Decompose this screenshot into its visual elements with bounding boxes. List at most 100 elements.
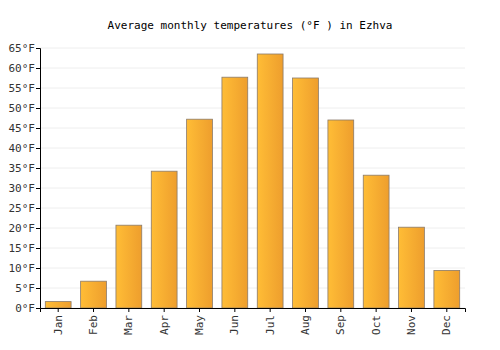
x-tick: Apr bbox=[158, 308, 171, 335]
y-tick-mark bbox=[36, 188, 40, 189]
x-tick-label: Aug bbox=[299, 315, 312, 335]
y-tick-mark bbox=[36, 168, 40, 169]
y-tick-label: 35°F bbox=[9, 162, 36, 175]
y-tick-label: 25°F bbox=[9, 202, 36, 215]
x-tick-label: Dec bbox=[440, 315, 453, 335]
y-tick: 65°F bbox=[9, 42, 41, 55]
x-tick: Feb bbox=[87, 308, 100, 335]
bar bbox=[328, 120, 354, 308]
y-tick-label: 0°F bbox=[15, 302, 35, 315]
y-tick-label: 10°F bbox=[9, 262, 36, 275]
y-tick-mark bbox=[36, 108, 40, 109]
y-tick: 35°F bbox=[9, 162, 41, 175]
bar bbox=[151, 171, 177, 308]
x-axis: Jan Feb Mar Apr May Jun Jul Aug Sep Oct Nov Dec bbox=[41, 308, 466, 335]
y-tick-label: 30°F bbox=[9, 182, 36, 195]
grid-line bbox=[40, 148, 465, 149]
y-tick-label: 65°F bbox=[9, 42, 36, 55]
bar bbox=[116, 225, 142, 308]
x-tick: Sep bbox=[334, 308, 347, 335]
grid-line bbox=[40, 168, 465, 169]
y-tick-label: 50°F bbox=[9, 102, 36, 115]
x-tick-label: Oct bbox=[370, 315, 383, 335]
y-tick: 15°F bbox=[9, 242, 41, 255]
bar bbox=[434, 270, 460, 308]
y-tick-mark bbox=[36, 268, 40, 269]
y-tick-mark bbox=[36, 48, 40, 49]
title: Average monthly temperatures (°F ) in Ez… bbox=[108, 19, 393, 32]
y-tick-mark bbox=[36, 128, 40, 129]
grid-line bbox=[40, 48, 465, 49]
x-tick-mark bbox=[164, 308, 165, 312]
bar bbox=[222, 77, 248, 308]
bar bbox=[293, 78, 319, 308]
x-tick-label: May bbox=[193, 315, 206, 335]
y-tick-mark bbox=[36, 88, 40, 89]
y-tick-mark bbox=[36, 148, 40, 149]
x-tick-mark bbox=[305, 308, 306, 312]
y-tick: 30°F bbox=[9, 182, 41, 195]
y-tick: 0°F bbox=[15, 302, 40, 315]
x-tick: Nov bbox=[405, 308, 418, 335]
x-tick-label: Sep bbox=[334, 315, 347, 335]
x-tick: Dec bbox=[440, 308, 453, 335]
grid-line bbox=[40, 88, 465, 89]
x-tick: Aug bbox=[299, 308, 312, 335]
x-axis-line bbox=[41, 309, 466, 313]
y-tick-mark bbox=[36, 248, 40, 249]
bar bbox=[399, 227, 425, 308]
grid-line bbox=[40, 108, 465, 109]
y-tick-mark bbox=[36, 288, 40, 289]
y-tick: 25°F bbox=[9, 202, 41, 215]
x-tick: Jan bbox=[52, 308, 65, 335]
bar bbox=[257, 54, 283, 308]
y-tick: 10°F bbox=[9, 262, 41, 275]
x-tick: Jun bbox=[228, 308, 241, 335]
y-tick-label: 45°F bbox=[9, 122, 36, 135]
y-tick-mark bbox=[36, 208, 40, 209]
x-tick-mark bbox=[411, 308, 412, 312]
y-tick: 20°F bbox=[9, 222, 41, 235]
y-tick-label: 5°F bbox=[15, 282, 35, 295]
x-tick-mark bbox=[199, 308, 200, 312]
x-tick-mark bbox=[128, 308, 129, 312]
x-tick: Oct bbox=[370, 308, 383, 335]
bars bbox=[45, 54, 459, 308]
x-tick-label: Feb bbox=[87, 315, 100, 335]
bar bbox=[81, 281, 107, 308]
x-tick-label: Mar bbox=[122, 315, 135, 335]
y-tick-label: 40°F bbox=[9, 142, 36, 155]
y-tick: 40°F bbox=[9, 142, 41, 155]
y-tick: 5°F bbox=[15, 282, 40, 295]
grid-line bbox=[40, 188, 465, 189]
y-tick-mark bbox=[36, 308, 40, 309]
x-tick-mark bbox=[234, 308, 235, 312]
x-tick-mark bbox=[93, 308, 94, 312]
y-tick: 60°F bbox=[9, 62, 41, 75]
grid-line bbox=[40, 208, 465, 209]
bar bbox=[45, 302, 71, 308]
y-tick-label: 15°F bbox=[9, 242, 36, 255]
y-tick-label: 20°F bbox=[9, 222, 36, 235]
y-tick-label: 55°F bbox=[9, 82, 36, 95]
y-axis: 0°F 5°F 10°F 15°F 20°F 25°F 30°F 35°F 40°F 45°F 50… bbox=[9, 42, 41, 315]
x-tick-label: Jul bbox=[264, 315, 277, 335]
y-tick-mark bbox=[36, 68, 40, 69]
plot: 0°F 5°F 10°F 15°F 20°F 25°F 30°F 35°F 40°F 45°F 50… bbox=[9, 42, 466, 335]
y-tick: 55°F bbox=[9, 82, 41, 95]
x-tick-label: Nov bbox=[405, 315, 418, 335]
bar bbox=[363, 175, 389, 308]
y-tick: 45°F bbox=[9, 122, 41, 135]
x-tick: Jul bbox=[264, 308, 277, 335]
x-tick: Mar bbox=[122, 308, 135, 335]
bar bbox=[187, 119, 213, 308]
x-tick-mark bbox=[270, 308, 271, 312]
x-tick-mark bbox=[376, 308, 377, 312]
y-tick: 50°F bbox=[9, 102, 41, 115]
x-tick-mark bbox=[340, 308, 341, 312]
grid bbox=[40, 48, 465, 308]
x-tick-label: Apr bbox=[158, 315, 171, 335]
grid-line bbox=[40, 128, 465, 129]
y-tick-label: 60°F bbox=[9, 62, 36, 75]
x-tick: May bbox=[193, 308, 206, 335]
